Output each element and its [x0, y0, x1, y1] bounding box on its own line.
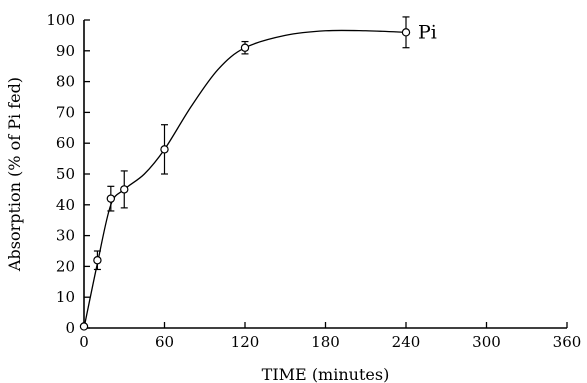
- x-tick-label: 240: [392, 333, 421, 351]
- data-points-layer: [79, 28, 411, 331]
- data-point: [79, 322, 89, 331]
- data-point: [160, 145, 169, 154]
- ticks: 0 60 120 180 240 300 360 0 10 20 30 40 50 60 70 80 90 100: [46, 11, 581, 351]
- data-point: [93, 256, 102, 265]
- y-tick-label: 80: [56, 73, 75, 91]
- y-tick-label: 20: [56, 257, 75, 275]
- y-tick-label: 70: [56, 103, 75, 121]
- data-point: [240, 43, 250, 52]
- fitted-curve-layer: [83, 29, 407, 329]
- x-tick-label: 360: [553, 333, 582, 351]
- y-axis-title: Absorption (% of Pi fed): [5, 77, 24, 272]
- x-axis-title: TIME (minutes): [262, 365, 390, 383]
- y-tick-label: 60: [56, 134, 75, 152]
- y-tick-label: 50: [56, 165, 75, 183]
- fitted-curve: [83, 29, 407, 329]
- y-tick-label: 30: [56, 227, 75, 245]
- x-tick-label: 120: [231, 333, 260, 351]
- y-tick-label: 0: [65, 319, 75, 337]
- data-point: [401, 28, 411, 37]
- x-tick-label: 180: [311, 333, 340, 351]
- data-point: [120, 185, 129, 194]
- y-tick-label: 10: [56, 288, 75, 306]
- x-tick-label: 60: [155, 333, 174, 351]
- axes: [83, 20, 567, 329]
- series-label: Pi: [418, 21, 437, 43]
- y-tick-label: 90: [56, 42, 75, 60]
- y-tick-label: 100: [46, 11, 75, 29]
- x-tick-label: 0: [79, 333, 89, 351]
- data-point: [106, 194, 116, 203]
- y-tick-label: 40: [56, 196, 75, 214]
- x-tick-label: 300: [472, 333, 501, 351]
- error-bars-layer: [93, 16, 410, 271]
